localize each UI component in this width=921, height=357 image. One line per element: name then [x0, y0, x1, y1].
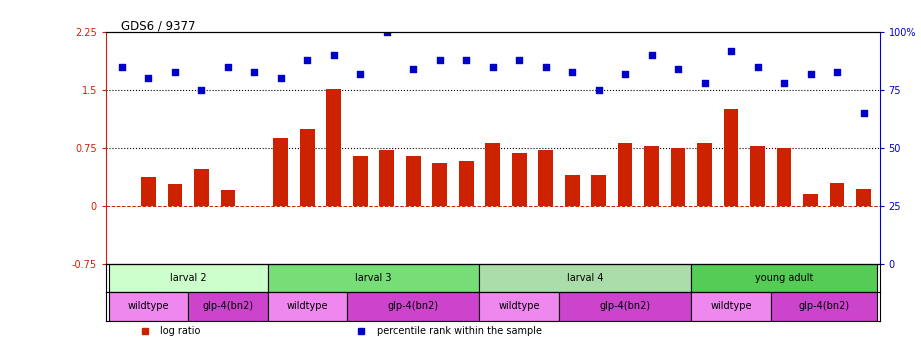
Bar	[267, 264, 480, 292]
Point	[168, 69, 182, 74]
Bar	[857, 189, 871, 206]
Text: larval 2: larval 2	[169, 273, 206, 283]
Bar	[480, 292, 559, 321]
Point	[220, 64, 235, 70]
Point	[803, 71, 818, 77]
Bar	[300, 129, 315, 206]
Point	[406, 66, 421, 72]
Bar	[830, 183, 845, 206]
Point	[591, 87, 606, 93]
Bar	[771, 292, 877, 321]
Point	[379, 29, 394, 35]
Point	[459, 57, 473, 63]
Text: percentile rank within the sample: percentile rank within the sample	[377, 326, 542, 336]
Point	[670, 66, 685, 72]
Bar	[565, 175, 579, 206]
Bar	[485, 142, 500, 206]
Bar	[353, 156, 367, 206]
Bar	[559, 292, 692, 321]
Bar	[141, 177, 156, 206]
Point	[565, 69, 579, 74]
Point	[539, 64, 554, 70]
Point	[830, 69, 845, 74]
Bar	[109, 292, 188, 321]
Bar	[751, 146, 765, 206]
Text: glp-4(bn2): glp-4(bn2)	[388, 301, 438, 311]
Point	[274, 76, 288, 81]
Text: log ratio: log ratio	[160, 326, 201, 336]
Bar	[267, 292, 347, 321]
Point	[300, 57, 315, 63]
Bar	[379, 150, 394, 206]
Point	[194, 87, 209, 93]
Point	[247, 69, 262, 74]
Bar	[512, 154, 527, 206]
Point	[326, 52, 341, 58]
Point	[114, 64, 129, 70]
Point	[141, 76, 156, 81]
Bar	[188, 292, 267, 321]
Bar	[220, 191, 235, 206]
Bar	[347, 292, 480, 321]
Bar	[697, 142, 712, 206]
Point	[776, 80, 791, 86]
Bar	[692, 292, 771, 321]
Text: wildtype: wildtype	[286, 301, 328, 311]
Point	[724, 48, 739, 54]
Bar	[274, 138, 288, 206]
Text: glp-4(bn2): glp-4(bn2)	[799, 301, 849, 311]
Point	[618, 71, 633, 77]
Text: wildtype: wildtype	[710, 301, 752, 311]
Text: larval 3: larval 3	[356, 273, 391, 283]
Bar	[433, 164, 447, 206]
Text: larval 4: larval 4	[567, 273, 604, 283]
Bar	[326, 89, 341, 206]
Bar	[539, 150, 553, 206]
Bar	[645, 146, 659, 206]
Text: GDS6 / 9377: GDS6 / 9377	[122, 19, 196, 32]
Bar	[692, 264, 877, 292]
Bar	[406, 156, 421, 206]
Point	[512, 57, 527, 63]
Bar	[803, 194, 818, 206]
Point	[485, 64, 500, 70]
Point	[751, 64, 765, 70]
Bar	[670, 148, 685, 206]
Bar	[591, 175, 606, 206]
Point	[697, 80, 712, 86]
Bar	[777, 148, 791, 206]
Point	[857, 110, 871, 116]
Point	[432, 57, 447, 63]
Bar	[459, 161, 473, 206]
Bar	[618, 142, 633, 206]
Bar	[109, 264, 267, 292]
Point	[353, 71, 367, 77]
Text: wildtype: wildtype	[498, 301, 540, 311]
Bar	[724, 109, 739, 206]
Point	[645, 52, 659, 58]
Text: young adult: young adult	[755, 273, 813, 283]
Text: glp-4(bn2): glp-4(bn2)	[600, 301, 651, 311]
Text: wildtype: wildtype	[127, 301, 169, 311]
Bar	[168, 184, 182, 206]
Bar	[194, 169, 208, 206]
Bar	[480, 264, 692, 292]
Text: glp-4(bn2): glp-4(bn2)	[203, 301, 253, 311]
